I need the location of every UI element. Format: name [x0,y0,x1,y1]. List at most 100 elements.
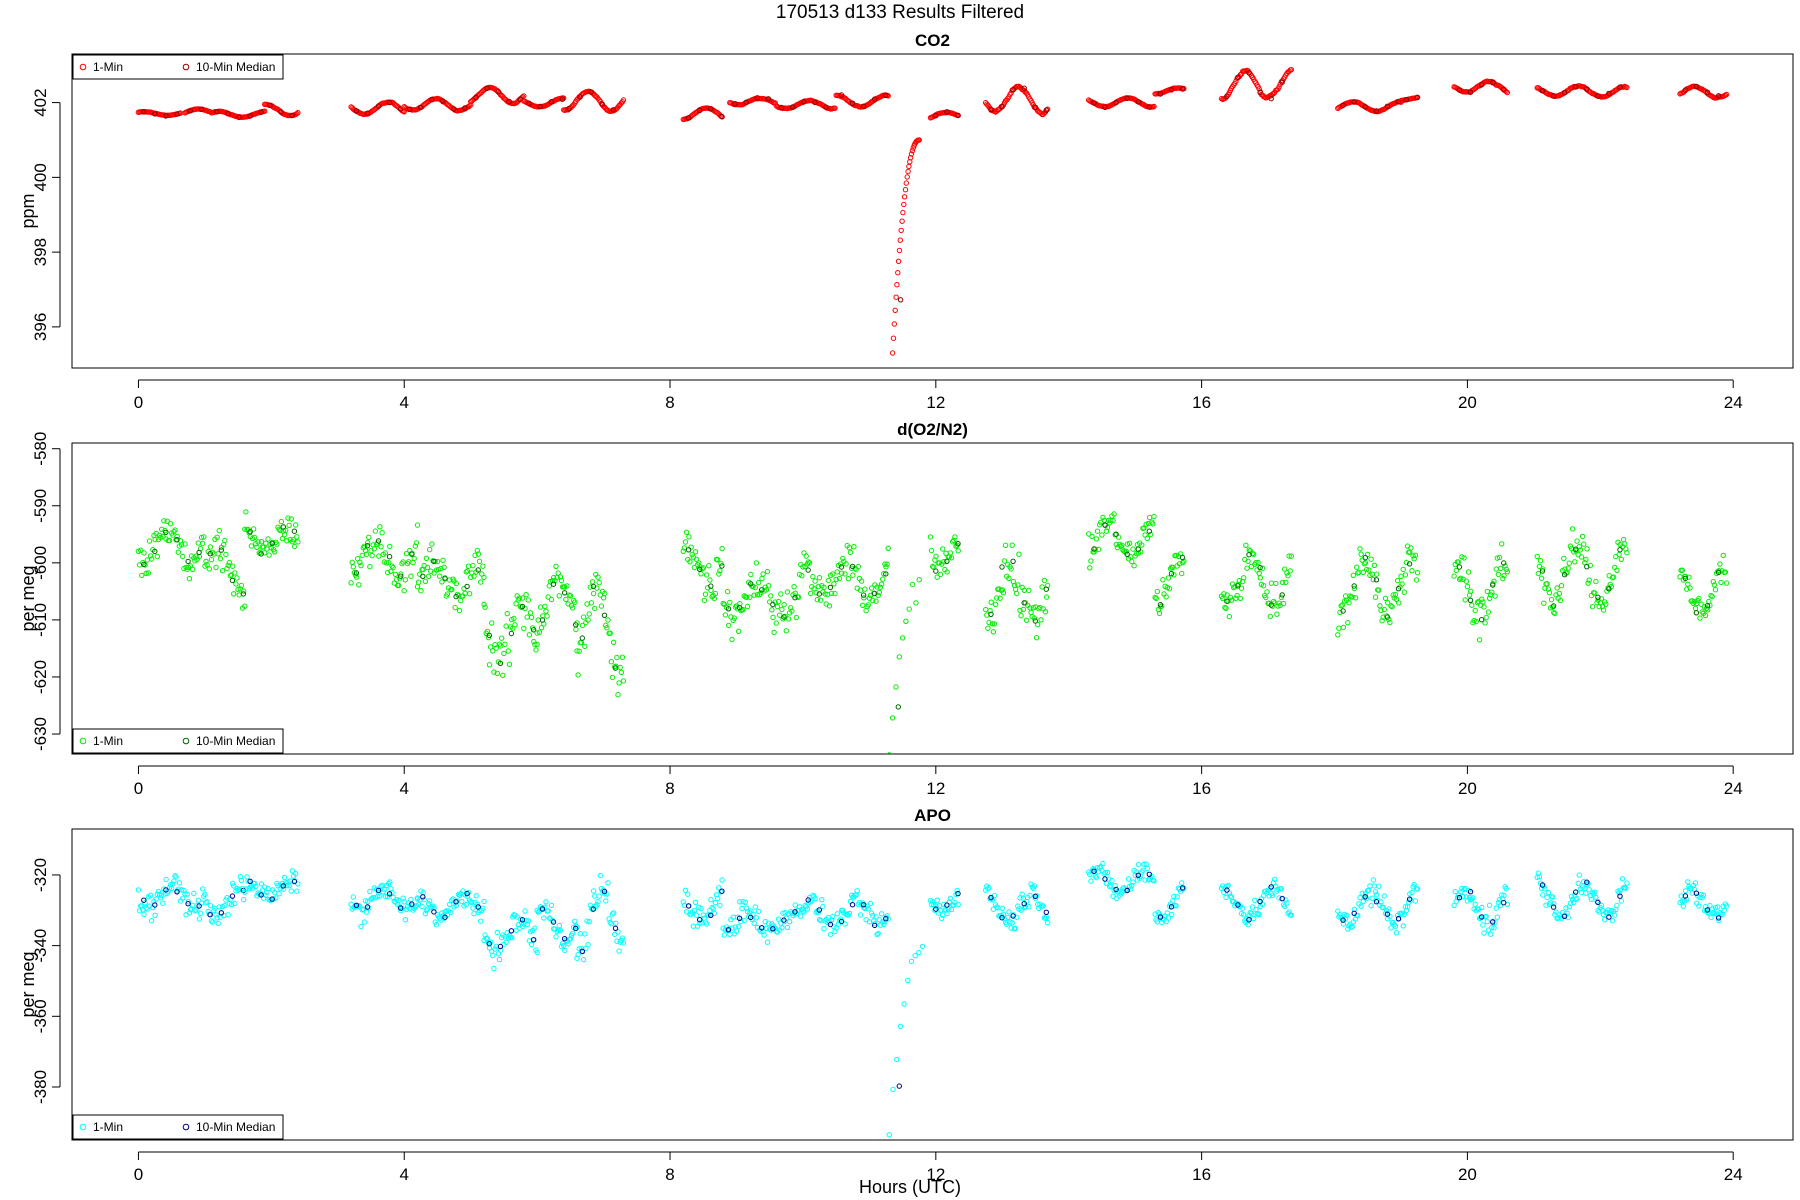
point-1min [238,582,245,589]
point-1min [881,921,887,927]
point-1min [813,590,819,596]
point-1min [889,350,896,356]
point-1min [1398,573,1404,579]
point-1min [545,594,551,600]
point-1min [681,545,688,551]
point-1min [1388,603,1394,609]
point-1min [427,898,433,904]
point-1min [1092,873,1099,879]
point-1min [294,888,300,894]
point-10min-median [141,561,147,567]
point-1min [1594,600,1600,606]
point-1min [826,603,833,609]
point-1min [1100,860,1106,867]
point-1min [689,551,695,558]
point-1min [1146,514,1153,521]
point-1min [1607,909,1614,915]
x-tick-label: 8 [665,779,674,798]
point-1min [727,931,733,937]
point-1min [830,571,836,577]
point-1min [350,564,356,570]
point-1min [1697,615,1703,621]
point-1min [1585,880,1591,887]
point-10min-median [933,568,939,574]
point-1min [582,643,588,649]
point-1min [135,887,142,893]
point-1min [1001,558,1008,564]
point-1min [1039,584,1045,590]
x-tick-label: 24 [1724,393,1743,412]
point-1min [1000,590,1007,596]
point-1min [438,565,444,572]
point-1min [1470,895,1476,901]
point-1min [400,895,406,901]
point-1min [783,628,789,634]
point-1min [1171,893,1177,900]
point-1min [1557,597,1564,604]
point-1min [208,557,215,563]
point-10min-median [475,567,481,573]
point-1min [152,912,158,918]
point-1min [141,550,147,556]
point-1min [401,588,407,594]
point-1min [387,543,393,550]
point-1min [414,522,421,528]
point-1min [276,891,282,897]
point-1min [154,553,161,560]
point-1min [1579,533,1586,540]
point-1min [1151,513,1157,520]
point-1min [1500,575,1506,582]
point-1min [358,562,364,569]
point-10min-median [417,104,424,111]
point-1min [398,571,404,577]
point-1min [575,672,581,678]
point-1min [597,872,603,879]
point-1min [1163,594,1169,600]
point-1min [753,915,760,921]
point-1min [1684,586,1690,592]
point-1min [1589,604,1596,610]
point-1min [812,578,818,584]
point-1min [1276,895,1282,901]
point-1min [476,558,483,565]
point-10min-median [196,903,202,909]
point-1min [1113,895,1120,901]
point-1min [504,610,510,617]
point-10min-median [530,627,537,633]
point-10min-median [375,887,382,894]
point-10min-median [1224,598,1230,604]
point-10min-median [1043,909,1050,915]
point-10min-median [1135,872,1142,878]
point-1min [1345,620,1351,626]
point-1min [170,881,176,887]
point-1min [868,585,875,591]
point-1min [1544,581,1550,587]
point-1min [361,919,368,925]
point-10min-median [561,936,568,942]
x-tick-label: 0 [134,1165,143,1184]
point-10min-median [1550,603,1557,609]
point-1min [281,874,288,881]
point-1min [1624,880,1630,886]
point-1min [770,614,776,621]
point-10min-median [484,85,490,92]
point-1min [1285,573,1291,579]
point-1min [1566,560,1573,566]
point-10min-median [453,899,459,905]
point-1min [197,910,204,916]
point-1min [563,596,569,603]
point-1min [381,887,387,893]
point-1min [1503,885,1509,892]
point-1min [1371,562,1378,568]
point-1min [280,886,287,892]
point-10min-median [1550,93,1557,99]
point-1min [1243,542,1249,548]
point-1min [1349,924,1355,930]
y-tick-label: 398 [31,238,50,266]
point-1min [837,916,844,922]
point-1min [877,584,884,590]
point-1min [1248,910,1255,917]
point-1min [509,935,515,941]
point-10min-median [897,297,904,303]
